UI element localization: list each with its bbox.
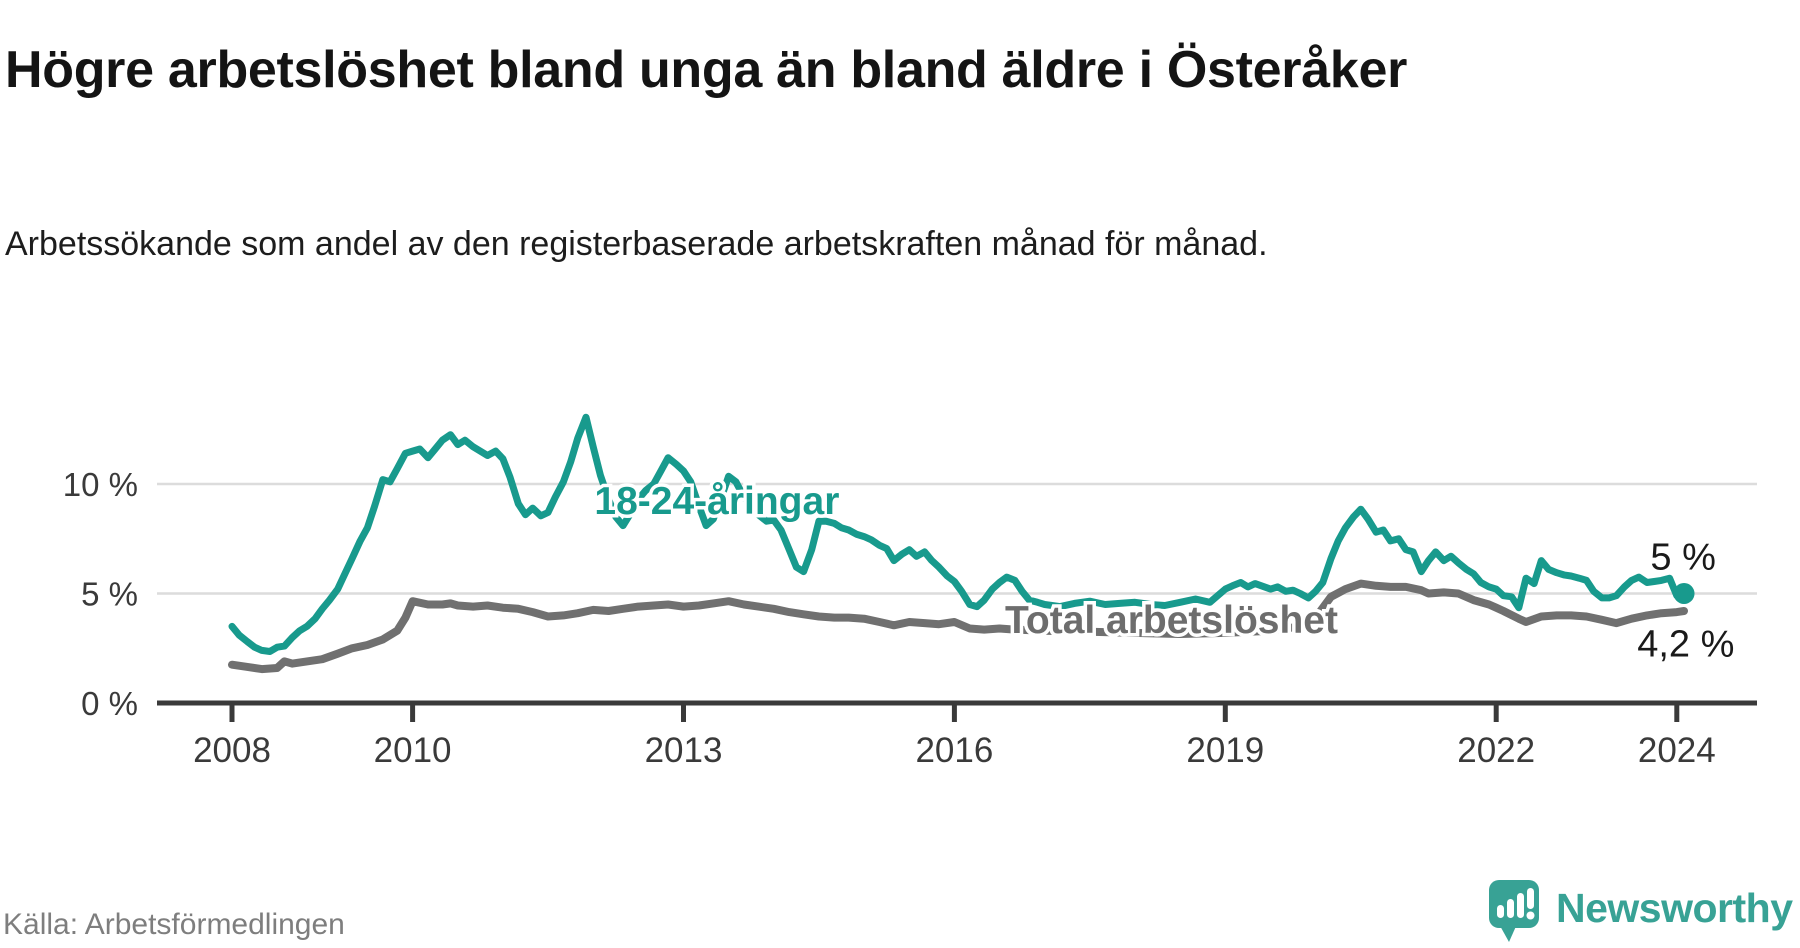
page-title: Högre arbetslöshet bland unga än bland ä… (5, 40, 1408, 99)
x-tick-label-2008: 2008 (193, 731, 271, 770)
y-tick-label-0: 0 % (81, 685, 138, 722)
newsworthy-bubble-chart-icon (1489, 880, 1539, 942)
newsworthy-logo: Newsworthy (1489, 880, 1793, 944)
end-dot-youth (1673, 583, 1695, 604)
x-tick-label-2024: 2024 (1638, 731, 1716, 770)
x-tick-label-2019: 2019 (1186, 731, 1264, 770)
end-value-label-youth: 5 % (1650, 536, 1715, 578)
x-tick-label-2016: 2016 (915, 731, 993, 770)
y-tick-label-5: 5 % (81, 576, 138, 613)
end-value-label-total: 4,2 % (1637, 624, 1734, 666)
series-line-total (228, 579, 1688, 674)
series-line-youth (228, 413, 1688, 655)
y-tick-label-10: 10 % (63, 466, 138, 503)
source-note: Källa: Arbetsförmedlingen (3, 908, 345, 941)
x-tick-label-2010: 2010 (374, 731, 452, 770)
x-tick-label-2013: 2013 (645, 731, 723, 770)
chart-subtitle: Arbetssökande som andel av den registerb… (5, 225, 1268, 263)
newsworthy-wordmark: Newsworthy (1556, 884, 1793, 931)
series-label-youth: 18-24-åringar (594, 480, 839, 523)
x-tick-label-2022: 2022 (1457, 731, 1535, 770)
series-label-total: Total arbetslöshet (1005, 599, 1338, 642)
